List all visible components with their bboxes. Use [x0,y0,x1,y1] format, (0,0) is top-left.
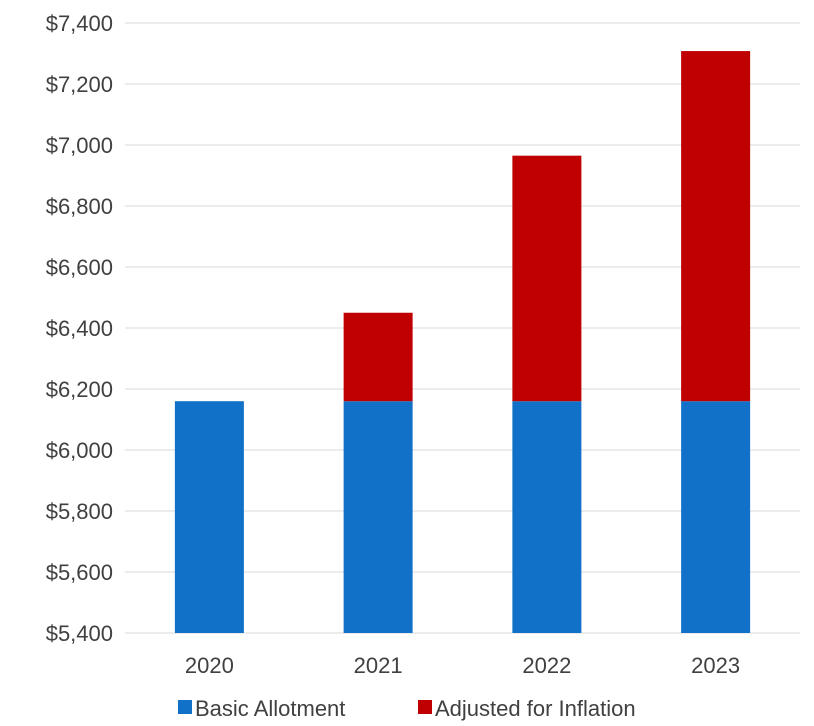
bar-adjusted-for-inflation-2023 [681,51,751,402]
x-tick-label: 2021 [354,653,403,678]
y-tick-label: $7,000 [46,133,113,158]
x-tick-label: 2020 [185,653,234,678]
y-tick-label: $6,800 [46,194,113,219]
y-tick-label: $6,000 [46,438,113,463]
y-tick-label: $6,200 [46,377,113,402]
bars [174,51,751,633]
y-tick-label: $6,600 [46,255,113,280]
bar-adjusted-for-inflation-2022 [512,155,582,402]
y-axis-ticks: $5,400 $5,600 $5,800 $6,000 $6,200 $6,400 $6,6… [46,11,113,646]
bar-basic-allotment-2023 [681,401,751,633]
bar-basic-allotment-2022 [512,401,582,633]
y-tick-label: $7,200 [46,72,113,97]
x-tick-label: 2022 [522,653,571,678]
legend-label-adjusted-for-inflation: Adjusted for Inflation [435,696,636,721]
legend-swatch-basic-allotment [178,700,192,714]
legend-swatch-adjusted-for-inflation [418,700,432,714]
y-tick-label: $5,800 [46,499,113,524]
legend: Basic Allotment Adjusted for Inflation [178,696,636,721]
legend-label-basic-allotment: Basic Allotment [195,696,345,721]
y-tick-label: $6,400 [46,316,113,341]
bar-basic-allotment-2020 [174,401,244,633]
bar-adjusted-for-inflation-2021 [343,312,413,402]
y-tick-label: $5,400 [46,621,113,646]
bar-basic-allotment-2021 [343,401,413,633]
x-axis-ticks: 2020 2021 2022 2023 [185,653,740,678]
y-tick-label: $7,400 [46,11,113,36]
y-tick-label: $5,600 [46,560,113,585]
x-tick-label: 2023 [691,653,740,678]
